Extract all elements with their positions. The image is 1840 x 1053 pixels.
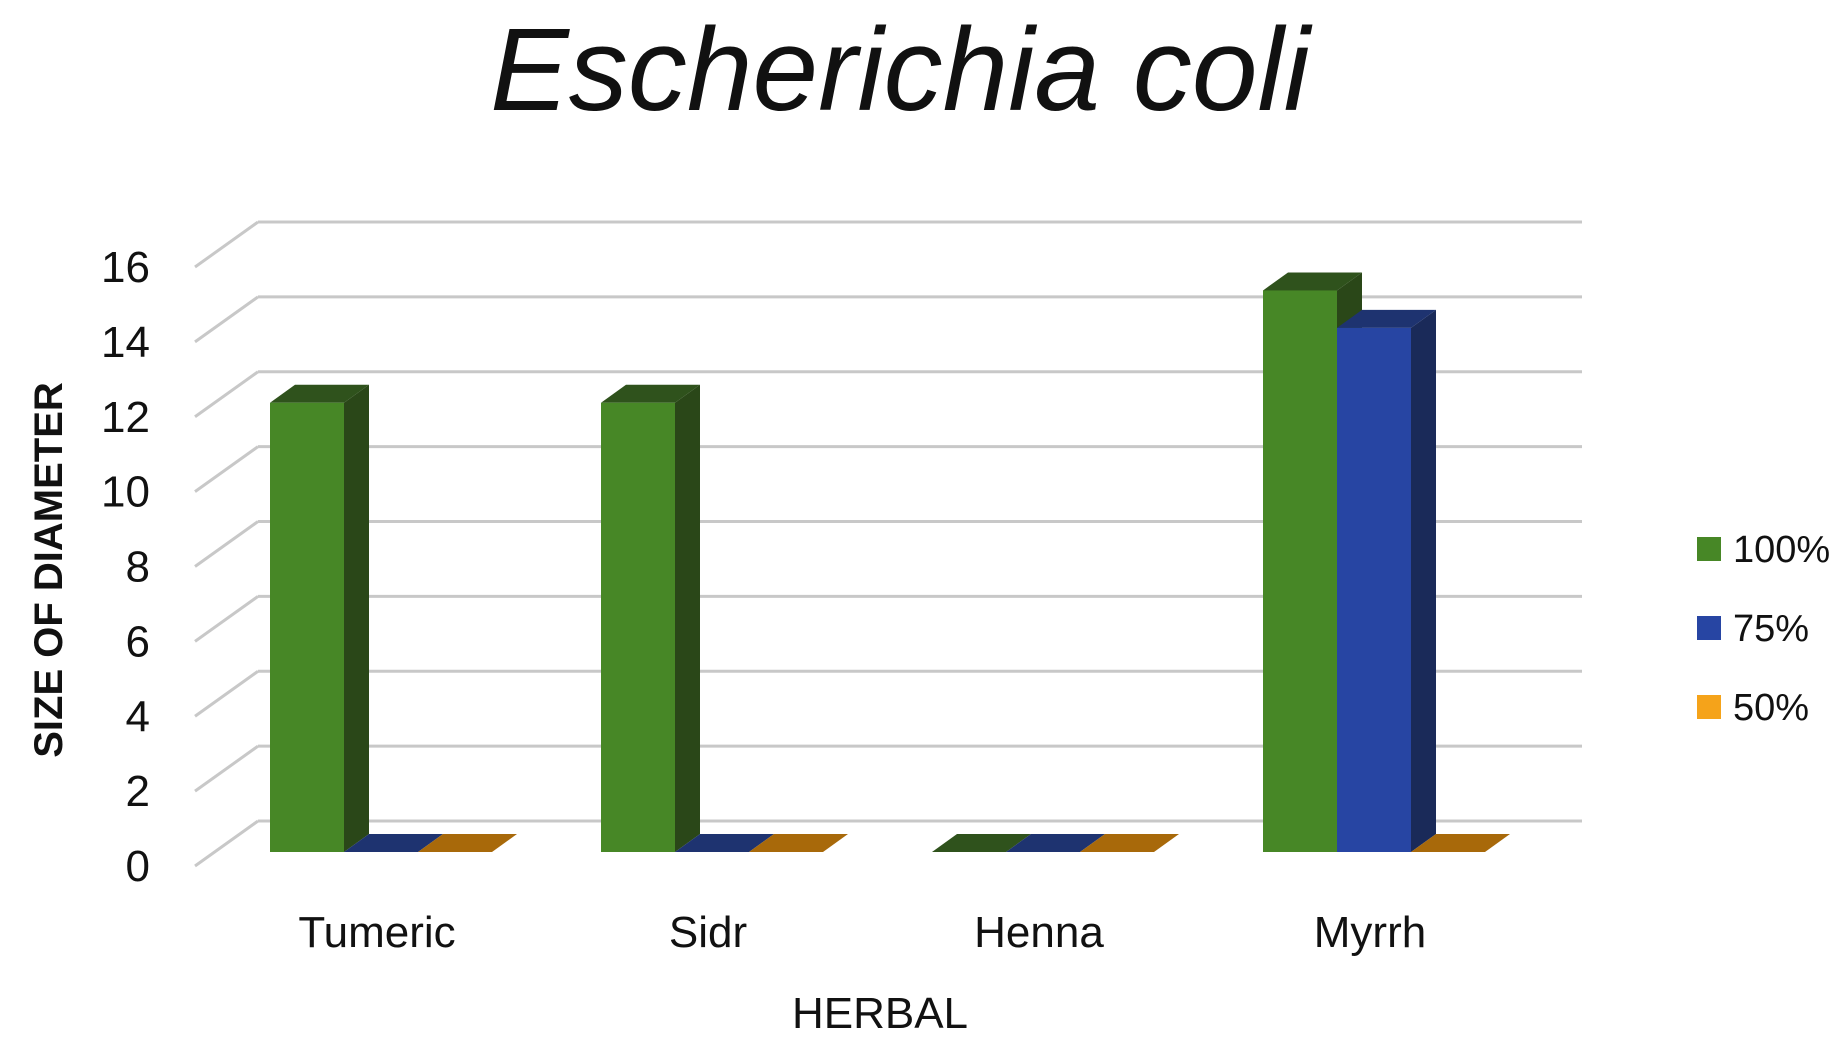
y-tick-label: 4	[126, 692, 150, 741]
legend-label: 50%	[1733, 687, 1809, 729]
bar-sidr-100pct	[601, 384, 700, 852]
bar-tumeric-100pct	[270, 384, 369, 852]
bar-top	[601, 384, 700, 403]
bar-front	[270, 402, 344, 852]
y-tick-label: 0	[126, 842, 150, 891]
gridline-diagonal	[194, 670, 259, 718]
x-tick-label: Henna	[974, 908, 1104, 957]
bar-flat	[344, 834, 443, 852]
legend-swatch	[1697, 537, 1721, 561]
bar-side	[675, 384, 700, 852]
bar-flat	[418, 834, 517, 852]
legend-swatch	[1697, 695, 1721, 719]
bar-top	[1337, 309, 1436, 328]
gridline-diagonal	[194, 595, 259, 643]
y-tick-label: 12	[101, 393, 150, 442]
bar-side	[1411, 309, 1436, 852]
chart-title: Escherichia coli	[490, 4, 1313, 136]
y-tick-label: 6	[126, 617, 150, 666]
y-tick-label: 2	[126, 767, 150, 816]
bar-myrrh-75pct	[1337, 309, 1436, 852]
bar-flat	[1006, 834, 1105, 852]
bar-flat	[1411, 834, 1510, 852]
bar-tumeric-50pct	[418, 834, 517, 852]
gridline-diagonal	[194, 220, 259, 269]
bar-henna-75pct	[1006, 834, 1105, 852]
y-axis-title: SIZE OF DIAMETER	[27, 382, 71, 758]
bar-flat	[675, 834, 774, 852]
bar-sidr-75pct	[675, 834, 774, 852]
bar-myrrh-50pct	[1411, 834, 1510, 852]
x-axis-title: HERBAL	[792, 989, 968, 1038]
gridline-diagonal	[194, 295, 259, 344]
gridline-diagonal	[194, 370, 259, 418]
bar-front	[601, 402, 675, 852]
bar-sidr-50pct	[749, 834, 848, 852]
bar-flat	[749, 834, 848, 852]
bar-front	[1263, 290, 1337, 852]
y-tick-label: 8	[126, 543, 150, 592]
bar-front	[1337, 327, 1411, 852]
x-tick-label: Tumeric	[298, 908, 455, 957]
y-tick-label: 16	[101, 243, 150, 292]
y-tick-label: 10	[101, 468, 150, 517]
y-axis-ticks: 0 2 4 6 8 10 12 14 16	[101, 243, 150, 891]
gridline-diagonal	[194, 744, 259, 793]
y-tick-label: 14	[101, 318, 150, 367]
x-axis-categories: Tumeric Sidr Henna Myrrh	[298, 908, 1426, 957]
gridline-diagonal	[194, 819, 259, 868]
bar-top	[1263, 272, 1362, 291]
legend-label: 100%	[1733, 529, 1830, 571]
bar-flat	[932, 834, 1031, 852]
bar-tumeric-75pct	[344, 834, 443, 852]
gridline-diagonal	[194, 445, 259, 493]
legend: 100% 75% 50%	[1697, 529, 1830, 729]
bar-henna-50pct	[1080, 834, 1179, 852]
legend-swatch	[1697, 616, 1721, 640]
bar-top	[270, 384, 369, 403]
bar-side	[344, 384, 369, 852]
bar-flat	[1080, 834, 1179, 852]
bar-henna-100pct	[932, 834, 1031, 852]
gridline-diagonal	[194, 520, 259, 568]
legend-label: 75%	[1733, 608, 1809, 650]
x-tick-label: Sidr	[669, 908, 747, 957]
bars	[270, 272, 1510, 852]
x-tick-label: Myrrh	[1314, 908, 1426, 957]
